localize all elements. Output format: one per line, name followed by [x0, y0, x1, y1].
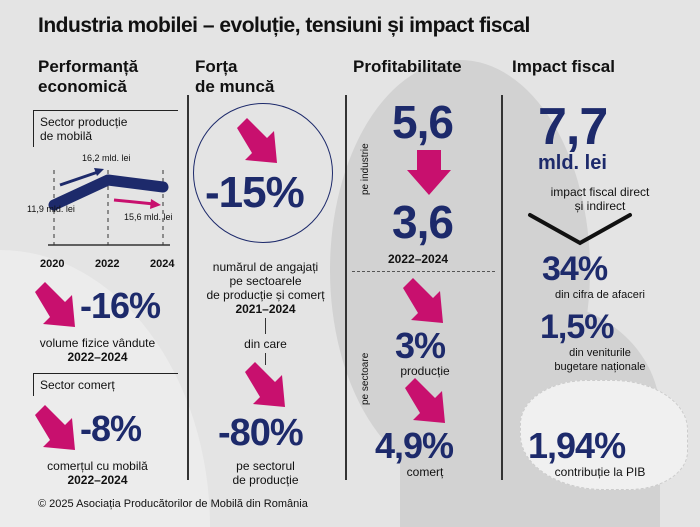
fiscal-total: 7,7	[538, 98, 608, 156]
sector-commerce-label: Sector comerț	[33, 373, 178, 396]
stat-production-workforce-caption: pe sectorul de producție	[232, 459, 299, 487]
label-2020-value: 11,9 mld. lei	[27, 204, 75, 214]
circle-outline	[193, 103, 333, 243]
down-arrow-icon	[35, 405, 75, 450]
divider	[345, 95, 347, 480]
profit-to: 3,6	[392, 196, 454, 248]
side-label-industry: pe industrie	[360, 143, 371, 195]
profit-from: 5,6	[392, 96, 454, 148]
fiscal-budget: 1,5%	[540, 308, 614, 346]
stat-production-workforce: -80%	[218, 412, 304, 454]
header-performance: Performanță economică	[38, 57, 139, 96]
profit-production-caption: producție	[400, 364, 450, 378]
tick-2024: 2024	[150, 258, 175, 270]
romania-map-shape	[520, 380, 688, 490]
fiscal-turnover: 34%	[542, 250, 608, 288]
down-arrow-icon	[407, 150, 451, 195]
right-arrow-head	[150, 199, 161, 209]
down-arrow-icon	[403, 278, 443, 323]
stat-sales-caption: volume fizice vândute 2022–2024	[39, 336, 156, 364]
connector-line	[265, 353, 266, 365]
right-arrow	[113, 198, 155, 206]
fiscal-turnover-caption: din cifra de afaceri	[555, 289, 645, 301]
footer-copyright: © 2025 Asociația Producătorilor de Mobil…	[38, 498, 308, 510]
profit-commerce-caption: comerț	[406, 465, 444, 479]
side-label-sectors: pe sectoare	[360, 352, 371, 405]
connector-line	[265, 318, 266, 334]
stat-employees: -15%	[205, 168, 305, 217]
fiscal-caption: impact fiscal direct și indirect	[550, 185, 650, 213]
stat-sales-volume: -16%	[80, 285, 161, 326]
down-arrow-icon	[237, 118, 277, 163]
label-2024-value: 15,6 mld. lei	[124, 212, 173, 222]
tick-2020: 2020	[40, 258, 65, 270]
stat-commerce-caption: comerțul cu mobilă 2022–2024	[47, 459, 148, 487]
down-arrow-icon	[35, 282, 75, 327]
fiscal-unit: mld. lei	[538, 152, 607, 174]
profit-production: 3%	[395, 325, 446, 366]
header-fiscal: Impact fiscal	[512, 57, 615, 76]
profit-commerce: 4,9%	[375, 425, 454, 466]
stat-commerce: -8%	[80, 408, 142, 449]
series-line	[48, 174, 169, 211]
label-2022-value: 16,2 mld. lei	[82, 153, 131, 163]
sector-production-label: Sector producție de mobilă	[33, 110, 178, 147]
tick-2022: 2022	[95, 258, 120, 270]
fiscal-gdp-caption: contribuție la PIB	[554, 465, 646, 479]
dashed-divider	[352, 271, 495, 272]
din-care-label: din care	[244, 337, 287, 351]
divider	[187, 95, 189, 480]
down-arrow-icon	[405, 378, 445, 423]
up-arrow	[59, 170, 99, 187]
divider	[501, 95, 503, 480]
chevron-down-icon	[528, 213, 632, 246]
header-workforce: Forța de muncă	[195, 57, 275, 96]
page-title: Industria mobilei – evoluție, tensiuni ș…	[38, 14, 530, 37]
stat-employees-caption: numărul de angajați pe sectoarele de produ…	[206, 260, 325, 316]
header-profitability: Profitabilitate	[353, 57, 462, 76]
production-chart	[48, 168, 170, 246]
down-arrow-icon	[245, 362, 285, 407]
profit-period: 2022–2024	[388, 252, 449, 266]
fiscal-gdp: 1,94%	[528, 425, 626, 466]
up-arrow-head	[94, 168, 104, 176]
fiscal-budget-caption: din veniturile bugetare naționale	[554, 347, 646, 373]
